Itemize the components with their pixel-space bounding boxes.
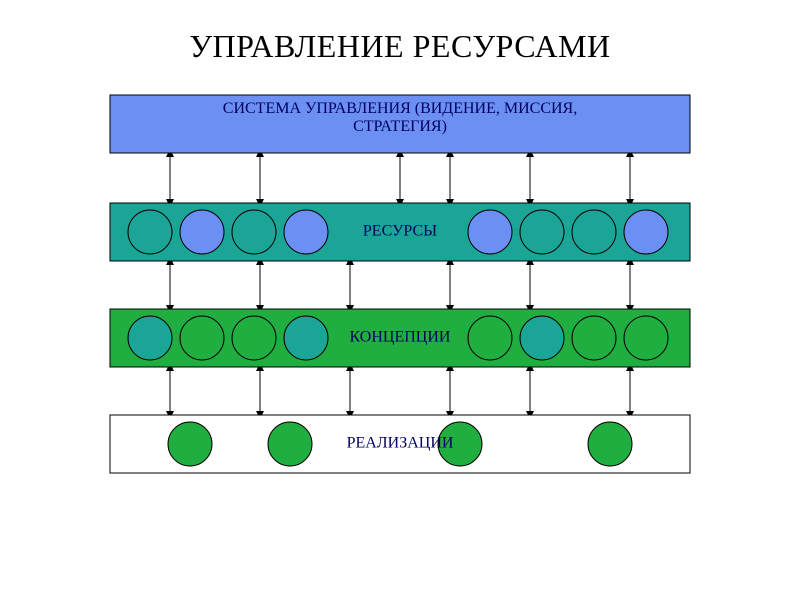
node-circle xyxy=(624,316,668,360)
node-circle xyxy=(232,316,276,360)
node-circle xyxy=(468,210,512,254)
diagram-canvas: СИСТЕМА УПРАВЛЕНИЯ (ВИДЕНИЕ, МИССИЯ,СТРА… xyxy=(90,75,710,535)
node-circle xyxy=(588,422,632,466)
node-circle xyxy=(284,316,328,360)
node-circle xyxy=(180,316,224,360)
node-circle xyxy=(624,210,668,254)
node-circle xyxy=(572,210,616,254)
node-circle xyxy=(572,316,616,360)
node-circle xyxy=(180,210,224,254)
node-circle xyxy=(232,210,276,254)
node-circle xyxy=(268,422,312,466)
page-title: УПРАВЛЕНИЕ РЕСУРСАМИ xyxy=(0,0,800,75)
node-circle xyxy=(468,316,512,360)
node-circle xyxy=(284,210,328,254)
node-circle xyxy=(520,210,564,254)
node-circle xyxy=(128,210,172,254)
node-circle xyxy=(520,316,564,360)
row-label-concepts: КОНЦЕПЦИИ xyxy=(350,329,451,346)
node-circle xyxy=(128,316,172,360)
row-label-resources: РЕСУРСЫ xyxy=(363,223,437,240)
row-label-impl: РЕАЛИЗАЦИИ xyxy=(347,435,454,452)
node-circle xyxy=(168,422,212,466)
